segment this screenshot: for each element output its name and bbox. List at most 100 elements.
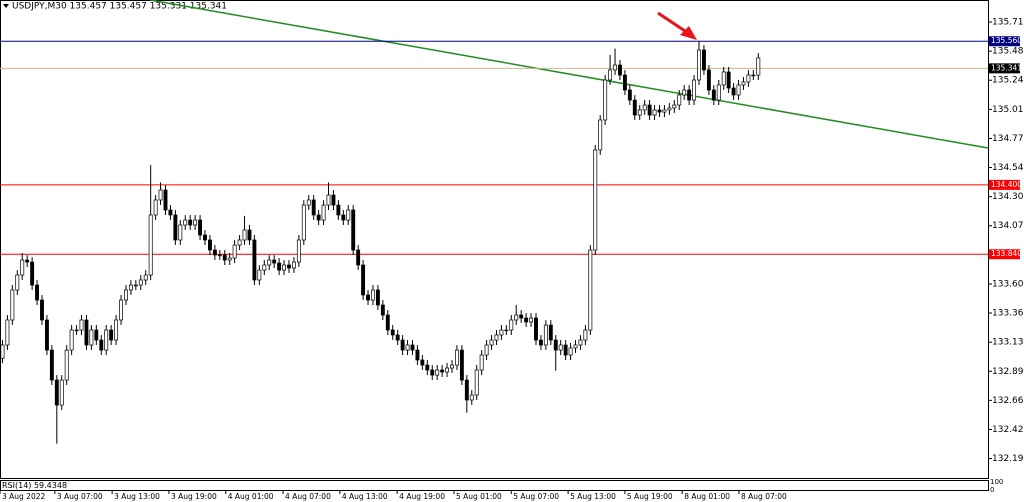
- y-tick-label: 135.245: [992, 76, 1024, 86]
- candle-body: [524, 317, 529, 323]
- candle-body: [114, 319, 119, 341]
- candle-body: [415, 349, 420, 361]
- candle-body: [5, 319, 10, 346]
- candle-body: [198, 219, 203, 236]
- candle-body: [232, 244, 237, 259]
- candle-body: [133, 284, 138, 287]
- candle-body: [257, 269, 262, 281]
- x-tick-label: 4 Aug 19:00: [399, 492, 445, 501]
- candle-body: [69, 329, 74, 351]
- candle-body: [405, 344, 410, 351]
- candle-body: [573, 344, 578, 349]
- candle-body: [504, 329, 509, 332]
- candle-body: [252, 239, 257, 281]
- candle-body: [529, 317, 534, 323]
- candle-body: [59, 379, 64, 406]
- level-label-box: [989, 179, 1020, 190]
- candle-body: [237, 239, 242, 246]
- candle-body: [119, 299, 123, 321]
- menu-triangle: [3, 4, 9, 8]
- y-tick-label: 133.130: [992, 338, 1024, 348]
- candle-body: [514, 314, 519, 321]
- candle-body: [721, 71, 726, 86]
- x-tick-label: 3 Aug 07:00: [57, 492, 103, 501]
- candle-body: [494, 334, 499, 341]
- candle-body: [464, 379, 469, 401]
- candle-body: [306, 199, 311, 206]
- candle-body: [687, 89, 692, 101]
- candle-body: [287, 264, 291, 269]
- candle-body: [375, 289, 380, 306]
- candle-body: [558, 344, 563, 351]
- x-tick-label: 5 Aug 13:00: [570, 492, 616, 501]
- candle-body: [697, 49, 701, 81]
- candle-body: [331, 194, 336, 206]
- candle-body: [568, 347, 573, 356]
- candle-body: [262, 264, 267, 271]
- candle-body: [247, 229, 252, 241]
- candle-body: [296, 239, 301, 263]
- candle-body: [593, 149, 598, 251]
- candle-body: [49, 349, 54, 381]
- candle-body: [64, 349, 69, 381]
- candle-body: [311, 199, 316, 216]
- candle-body: [301, 204, 306, 241]
- candle-body: [173, 214, 178, 241]
- candle-body: [153, 199, 158, 216]
- x-tick-label: 5 Aug 19:00: [627, 492, 673, 501]
- y-tick-label: 134.540: [992, 163, 1024, 173]
- candle-body: [25, 259, 30, 263]
- candle-body: [726, 71, 731, 89]
- y-tick-label: 134.305: [992, 192, 1024, 202]
- candle-body: [148, 214, 153, 276]
- candle-body: [682, 89, 687, 96]
- level-label-box: [989, 63, 1020, 74]
- candle-body: [188, 219, 193, 226]
- candle-body: [291, 261, 296, 269]
- candle-body: [124, 289, 128, 301]
- candle-body: [410, 344, 415, 351]
- candle-body: [474, 369, 479, 396]
- candle-body: [425, 364, 430, 371]
- candle-body: [450, 364, 454, 369]
- rsi-tick-label: 0: [990, 486, 994, 494]
- y-tick-label: 133.365: [992, 309, 1024, 319]
- candle-body: [479, 354, 484, 371]
- candle-body: [548, 324, 553, 341]
- candle-body: [366, 294, 370, 301]
- candle-body: [469, 394, 474, 401]
- candle-body: [163, 189, 168, 211]
- y-tick-label: 132.660: [992, 396, 1024, 406]
- annotation-arrow: [657, 11, 689, 35]
- candle-body: [647, 104, 652, 116]
- candle-body: [484, 344, 489, 356]
- candle-body: [222, 254, 227, 261]
- candle-body: [420, 359, 425, 366]
- candle-body: [272, 259, 277, 264]
- candle-body: [351, 209, 356, 251]
- rsi-frame: [0, 480, 989, 491]
- candle-body: [109, 329, 114, 341]
- candle-body: [622, 74, 627, 91]
- candle-body: [553, 339, 558, 351]
- candle-body: [598, 119, 603, 151]
- candle-body: [534, 317, 538, 341]
- candle-body: [632, 99, 637, 116]
- candle-body: [563, 344, 568, 356]
- candle-body: [128, 284, 133, 291]
- y-tick-label: 134.070: [992, 221, 1024, 231]
- candle-body: [99, 339, 104, 351]
- candle-body: [267, 259, 272, 266]
- y-tick-label: 134.775: [992, 134, 1024, 144]
- candle-body: [608, 69, 613, 81]
- candle-body: [79, 319, 84, 331]
- x-tick-label: 3 Aug 19:00: [171, 492, 217, 501]
- candle-body: [731, 87, 736, 96]
- candle-body: [692, 79, 697, 101]
- candle-body: [588, 249, 593, 331]
- chart-title: USDJPY,M30 135.457 135.457 135.331 135.3…: [12, 2, 227, 12]
- x-tick-label: 3 Aug 2022: [2, 492, 45, 501]
